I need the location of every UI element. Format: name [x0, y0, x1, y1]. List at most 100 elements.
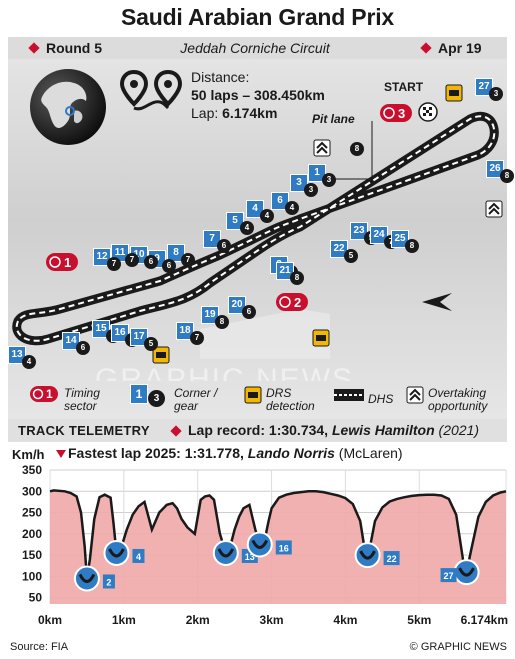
lap-record-label: Lap record: 1:30.734,: [188, 422, 329, 438]
stopwatch-icon: [49, 256, 61, 268]
lap-record-driver: Lewis Hamilton: [331, 422, 435, 438]
y-tick-label: 150: [22, 548, 42, 562]
corner-marker: 44: [246, 200, 274, 223]
corner-marker: 64: [271, 192, 299, 215]
legend-drs-detection-label: DRS detection: [266, 386, 315, 413]
corner-speed-marker: 16: [246, 531, 292, 558]
legend-gear-icon: 3: [148, 390, 165, 407]
corner-marker: 258: [391, 230, 419, 253]
corner-marker: 134: [8, 346, 36, 369]
corner-speed-marker: 27: [440, 559, 480, 586]
timing-sector-3: 3: [380, 104, 412, 127]
corner-marker: 33: [290, 174, 318, 197]
timing-sector-2: 2: [276, 293, 308, 316]
chequered-flag-icon: [418, 102, 438, 122]
distance-value: 50 laps – 308.450km: [191, 87, 325, 103]
corner-marker: 146: [62, 332, 90, 355]
start-label: START: [384, 80, 424, 94]
legend-drs-label: DHS: [368, 392, 394, 406]
drs-detection-icon: [312, 329, 330, 347]
legend-drs-zone-icon: [334, 389, 364, 401]
stopwatch-icon: [32, 388, 44, 400]
subtitle-bar: [8, 37, 507, 59]
y-tick-label: 200: [22, 527, 42, 541]
overtaking-icon: [313, 139, 331, 157]
drs-detection-icon: [445, 84, 463, 102]
x-tick-label: 2km: [186, 613, 210, 627]
overtaking-icon: [485, 200, 503, 218]
drs-detection-icon: [152, 346, 170, 364]
legend-overtaking-icon: [406, 386, 424, 404]
corner-marker: 127: [93, 248, 121, 271]
timing-sector-1: 1: [46, 253, 78, 276]
telemetry-title: TRACK TELEMETRY: [18, 423, 150, 438]
corner-marker: 54: [226, 212, 254, 235]
legend-timing-icon: 1: [30, 386, 58, 407]
x-tick-label: 1km: [112, 613, 136, 627]
source-note: Source: FIA: [10, 641, 69, 653]
x-tick-label: 3km: [260, 613, 284, 627]
fastest-lap-team: (McLaren): [338, 445, 403, 461]
corner-marker: 218: [276, 262, 304, 285]
y-tick-label: 250: [22, 506, 42, 520]
corner-marker: 76: [203, 230, 231, 253]
page-title: Saudi Arabian Grand Prix: [121, 4, 394, 30]
pit-lane-label: Pit lane: [312, 112, 355, 126]
speed-chart: 50 100 150 200 250 300 350 0km 1km 2km 3km 4km 5km 6…: [22, 463, 508, 627]
corner-speed-marker: 2: [73, 565, 115, 592]
legend-overtaking-label: Overtaking opportunity: [428, 386, 488, 413]
y-axis-unit: Km/h: [12, 447, 45, 462]
telemetry-bar: [8, 419, 507, 442]
legend-drs-detection-icon: [244, 386, 262, 404]
legend: 1 Timing sector 1 3 Corner / gear DRS de…: [8, 380, 507, 418]
corner-speed-label: 2: [106, 577, 111, 587]
watermark: GRAPHIC NEWS: [95, 363, 354, 381]
isolated-gear-marker: 8: [350, 142, 364, 162]
corner-marker: 198: [201, 306, 229, 329]
corner-marker: 175: [130, 328, 158, 351]
corner-marker: 273: [475, 78, 503, 101]
corner-speed-label: 22: [387, 554, 397, 564]
x-tick-label: 0km: [38, 613, 62, 627]
y-tick-label: 350: [22, 463, 42, 477]
legend-timing-label: Timing sector: [64, 386, 100, 413]
fastest-lap-driver: Lando Norris: [247, 445, 335, 461]
route-pin-icon: [120, 70, 183, 111]
corner-marker: 206: [228, 296, 256, 319]
corner-speed-label: 4: [136, 552, 141, 562]
corner-marker: 225: [330, 240, 358, 263]
circuit-info: Distance: 50 laps – 308.450km Lap: 6.174…: [191, 68, 325, 122]
globe-icon: [30, 69, 106, 145]
corner-marker: 13: [308, 164, 336, 187]
corner-marker: 87: [167, 244, 195, 267]
triangle-icon: [56, 450, 66, 458]
corner-speed-marker: 22: [354, 542, 400, 569]
y-tick-label: 100: [22, 569, 42, 583]
x-tick-label: 5km: [407, 613, 431, 627]
stopwatch-icon: [279, 296, 291, 308]
stopwatch-icon: [383, 107, 395, 119]
lap-record: Lap record: 1:30.734, Lewis Hamilton (20…: [188, 422, 479, 438]
legend-corner-icon: 1: [130, 384, 148, 404]
lap-value: 6.174km: [222, 105, 278, 121]
corner-speed-marker: 4: [103, 539, 145, 566]
corner-speed-label: 16: [279, 543, 289, 553]
circuit-name: Jeddah Corniche Circuit: [180, 40, 330, 56]
fastest-lap-label: Fastest lap 2025: 1:31.778,: [68, 445, 244, 461]
lap-label: Lap:: [191, 105, 219, 121]
race-date: Apr 19: [438, 40, 482, 56]
corner-marker: 187: [176, 322, 204, 345]
legend-corner-label: Corner / gear: [174, 386, 218, 413]
corner-marker: 268: [486, 160, 514, 183]
north-arrow-icon: [422, 293, 452, 311]
x-axis-ticks: 0km 1km 2km 3km 4km 5km 6.174km: [38, 613, 508, 627]
fastest-lap: Fastest lap 2025: 1:31.778, Lando Norris…: [68, 445, 403, 461]
x-tick-label: 6.174km: [461, 613, 508, 627]
corner-speed-label: 27: [444, 571, 454, 581]
y-tick-label: 50: [29, 591, 43, 605]
corner-speed-label: 13: [245, 552, 255, 562]
lap-record-year: (2021): [438, 422, 479, 438]
credit-note: © GRAPHIC NEWS: [409, 641, 507, 653]
round-label: Round 5: [46, 40, 102, 56]
